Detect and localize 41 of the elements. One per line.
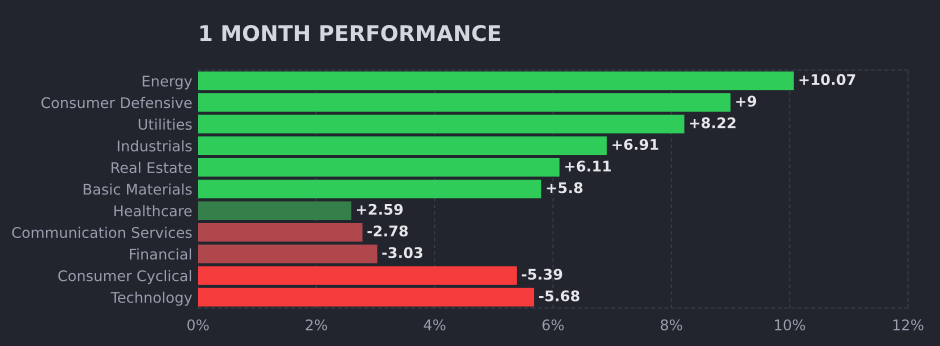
data-label: +2.59 xyxy=(356,204,403,215)
y-tick-label: Energy xyxy=(142,76,192,90)
y-tick-label: Basic Materials xyxy=(84,183,192,195)
bar xyxy=(198,136,607,156)
annotation: -3.03 xyxy=(382,247,422,258)
bar xyxy=(198,158,560,177)
annotation: -5.39 xyxy=(522,268,562,280)
bar xyxy=(198,222,362,242)
y-tick-label: Utilities xyxy=(138,118,192,130)
y-tick-label: Consumer Cyclical xyxy=(58,270,192,284)
x-tick-label: 0% xyxy=(187,319,209,330)
bar xyxy=(198,180,542,198)
bar xyxy=(198,244,378,264)
x-tick-label: 4% xyxy=(424,319,446,330)
chart-title: 1 MONTH PERFORMANCE xyxy=(200,24,500,42)
bar xyxy=(198,288,534,306)
annotation: -5.68 xyxy=(539,290,580,302)
y-tick-label: Industrials xyxy=(118,140,192,152)
data-label: +8.22 xyxy=(690,117,736,128)
annotation: -2.78 xyxy=(367,225,408,237)
data-label: +6.11 xyxy=(565,160,611,172)
bar xyxy=(198,201,352,220)
data-label: +5.8 xyxy=(546,182,582,194)
bar xyxy=(198,93,730,112)
data-label: +10.07 xyxy=(800,74,856,86)
x-tick-label: 8% xyxy=(660,319,682,330)
x-tick-label: 6% xyxy=(542,319,564,330)
y-tick-label: Real Estate xyxy=(112,162,192,174)
x-tick-label: 2% xyxy=(306,319,328,330)
data-label: +6.91 xyxy=(612,138,658,150)
bar xyxy=(198,114,684,134)
bar xyxy=(198,266,517,285)
x-tick-label: 10% xyxy=(775,319,806,330)
y-tick-label: Consumer Defensive xyxy=(41,96,192,108)
data-label: +9 xyxy=(736,96,756,107)
x-tick-label: 12% xyxy=(893,319,924,330)
y-tick-label: Technology xyxy=(110,292,192,306)
y-tick-label: Healthcare xyxy=(114,205,192,216)
y-tick-label: Communication Services xyxy=(12,226,192,238)
y-tick-label: Financial xyxy=(130,248,192,260)
bar xyxy=(198,72,794,90)
